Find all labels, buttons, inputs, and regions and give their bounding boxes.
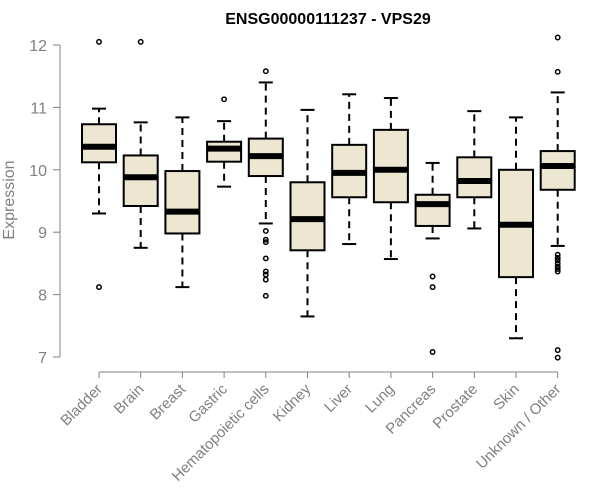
outlier-point <box>262 68 269 75</box>
outlier-point <box>554 251 561 258</box>
box-group <box>164 116 201 289</box>
outlier-point <box>262 228 269 234</box>
box-group <box>331 93 368 246</box>
box-group <box>539 34 576 361</box>
plot-area <box>81 34 576 361</box>
x-tick-label: Skin <box>490 381 523 414</box>
box-group <box>414 161 451 355</box>
box-group <box>289 108 326 318</box>
y-axis-label: Expression <box>1 160 18 239</box>
outlier-point <box>554 34 561 41</box>
x-tick-label: Breast <box>147 380 190 423</box>
outlier-point <box>429 349 436 355</box>
outlier-point <box>96 38 102 45</box>
box-iqr <box>539 150 576 191</box>
outlier-point <box>262 239 269 246</box>
box-iqr <box>414 193 451 227</box>
y-tick-label: 8 <box>38 288 47 305</box>
x-tick-label: Brain <box>111 381 148 418</box>
box-group <box>81 38 117 291</box>
y-tick-label: 9 <box>38 225 47 242</box>
outlier-point <box>554 347 561 354</box>
outlier-point <box>262 292 269 299</box>
y-tick-label: 11 <box>30 100 47 117</box>
box-iqr <box>372 128 409 204</box>
box-group <box>206 96 243 188</box>
x-tick-label: Bladder <box>57 381 106 430</box>
x-tick-label: Liver <box>321 381 356 416</box>
box-group <box>122 38 159 249</box>
y-tick-label: 12 <box>29 38 47 55</box>
outlier-point <box>554 68 561 75</box>
y-tick-label: 10 <box>29 163 47 180</box>
y-tick-label: 7 <box>38 350 47 367</box>
outlier-point <box>554 254 561 261</box>
box-iqr <box>206 140 243 163</box>
outlier-point <box>262 236 269 243</box>
box-iqr <box>122 154 159 207</box>
outlier-point <box>554 257 561 264</box>
outlier-point <box>262 255 269 262</box>
outlier-point <box>262 271 269 278</box>
box-iqr <box>164 170 201 235</box>
outlier-point <box>262 268 269 275</box>
outlier-point <box>554 260 561 267</box>
outlier-point <box>262 276 269 283</box>
chart-title: ENSG00000111237 - VPS29 <box>225 11 431 28</box>
outlier-point <box>554 354 561 361</box>
outlier-point <box>554 268 561 275</box>
box-group <box>456 110 493 230</box>
outlier-point <box>96 284 102 291</box>
outlier-point <box>554 266 561 272</box>
y-axis: 7 8 9 10 11 12 <box>29 38 61 367</box>
box-group <box>498 116 534 340</box>
outlier-point <box>221 96 228 103</box>
box-iqr <box>456 156 493 199</box>
outlier-point <box>429 273 436 280</box>
box-group <box>247 68 284 299</box>
x-tick-label: Kidney <box>270 380 315 425</box>
box-iqr <box>81 123 117 164</box>
x-tick-label: Prostate <box>430 381 482 433</box>
x-tick-label: Lung <box>362 381 398 417</box>
outlier-point <box>137 38 144 45</box>
outlier-point <box>429 284 436 291</box>
box-group <box>372 97 409 261</box>
